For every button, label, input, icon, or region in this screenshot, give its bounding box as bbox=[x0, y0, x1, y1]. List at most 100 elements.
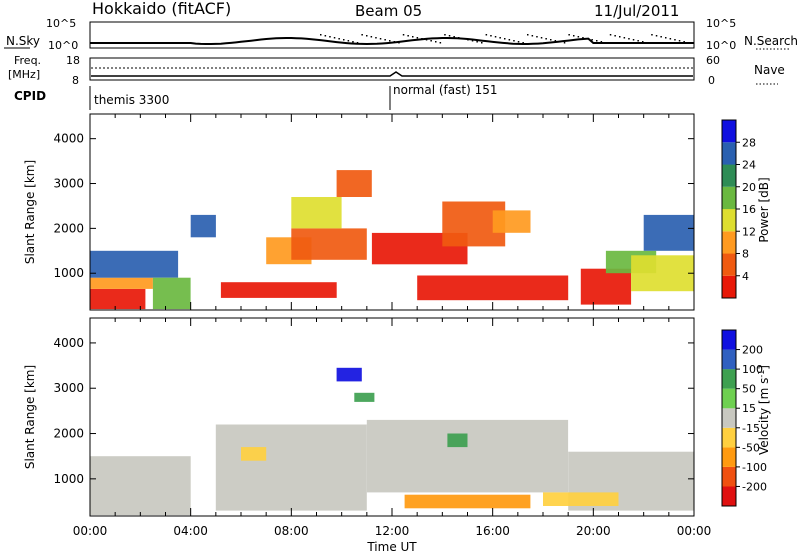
noise-search-dot-68 bbox=[632, 39, 635, 41]
velocity-colorbar: 200 100 50 15 -15 -50 -100 -200 Velocity [m s-1… bbox=[721, 329, 772, 507]
power-ytick-label-3: 4000 bbox=[53, 132, 84, 146]
velocity-panel: 1000 2000 3000 4000 Slant Range [km] bbox=[23, 317, 695, 517]
noise-search-dot-56 bbox=[577, 36, 580, 38]
velocity-cell-2 bbox=[366, 419, 569, 493]
power-y-ticks: 1000 2000 3000 4000 bbox=[53, 114, 695, 310]
noise-search-dot-21 bbox=[416, 37, 419, 39]
velocity-cell-7 bbox=[354, 392, 375, 402]
power-panel: 1000 2000 3000 4000 Slant Range [km] bbox=[23, 113, 695, 311]
velocity-colorbar-tick-label-6: -100 bbox=[742, 461, 767, 474]
velocity-data-cells bbox=[90, 367, 694, 516]
power-ytick-label-1: 2000 bbox=[53, 221, 84, 235]
noise-search-dot-33 bbox=[471, 40, 474, 42]
freq-right-tick-top: 60 bbox=[706, 54, 720, 67]
velocity-cell-0 bbox=[90, 456, 191, 516]
power-colorbar-swatch-7 bbox=[722, 120, 736, 143]
noise-search-dot-12 bbox=[375, 37, 377, 39]
noise-search-dot-74 bbox=[660, 36, 662, 38]
freq-panel-frame bbox=[89, 57, 695, 81]
power-colorbar-swatch-1 bbox=[722, 253, 736, 276]
velocity-ytick-label-1: 2000 bbox=[53, 427, 84, 441]
power-colorbar-swatch-5 bbox=[722, 164, 736, 187]
noise-search-dot-45 bbox=[527, 34, 529, 36]
noise-search-dot-60 bbox=[596, 40, 598, 42]
power-cell-9 bbox=[336, 170, 372, 197]
power-cell-0 bbox=[90, 288, 146, 310]
noise-search-dot-58 bbox=[586, 38, 589, 40]
nave-label: Nave bbox=[754, 63, 785, 77]
noise-search-dot-48 bbox=[540, 37, 543, 39]
noise-search-dot-17 bbox=[398, 42, 400, 44]
noise-search-dot-54 bbox=[568, 34, 570, 36]
power-colorbar-tick-label-2: 20 bbox=[742, 181, 756, 194]
noise-search-dot-43 bbox=[517, 41, 520, 43]
velocity-colorbar-swatch-5 bbox=[722, 388, 736, 409]
velocity-colorbar-swatch-6 bbox=[722, 369, 736, 389]
freq-label: Freq. bbox=[14, 54, 41, 67]
noise-search-dot-38 bbox=[494, 36, 497, 38]
freq-unit-label: [MHz] bbox=[8, 68, 40, 81]
power-colorbar-label: Power [dB] bbox=[757, 177, 771, 242]
power-ytick-label-2: 3000 bbox=[53, 177, 84, 191]
power-cell-11 bbox=[417, 275, 569, 301]
cpid-segment-2: normal (fast) 151 bbox=[393, 83, 497, 97]
noise-search-dot-28 bbox=[448, 35, 451, 37]
noise-search-dot-65 bbox=[619, 36, 621, 38]
velocity-colorbar-tick-label-2: 50 bbox=[742, 383, 756, 396]
noise-search-dot-30 bbox=[458, 37, 460, 39]
noise-search-dot-20 bbox=[412, 36, 414, 38]
velocity-colorbar-frame bbox=[721, 329, 737, 507]
power-colorbar-tick-label-3: 16 bbox=[742, 203, 756, 216]
power-colorbar-swatch-6 bbox=[722, 142, 736, 165]
power-colorbar-ticks: 28 24 20 16 12 8 4 bbox=[736, 136, 756, 283]
power-cell-4 bbox=[190, 214, 216, 238]
freq-trace bbox=[91, 71, 693, 77]
plot-title: Hokkaido (fitACF) bbox=[92, 0, 231, 18]
noise-search-dot-27 bbox=[444, 34, 446, 36]
velocity-colorbar-swatch-0 bbox=[722, 486, 736, 506]
velocity-colorbar-swatches bbox=[721, 329, 737, 507]
time-tick-label-5: 20:00 bbox=[576, 524, 611, 538]
velocity-colorbar-label: Velocity [m s-1] bbox=[757, 365, 772, 455]
noise-search-dot-50 bbox=[550, 39, 552, 41]
noise-search-dot-67 bbox=[628, 38, 630, 40]
noise-search-dot-11 bbox=[370, 36, 373, 38]
noise-left-tick-bottom: 10^0 bbox=[48, 39, 78, 52]
noise-search-dot-7 bbox=[352, 41, 354, 43]
power-cell-7 bbox=[291, 228, 367, 260]
power-colorbar-swatch-3 bbox=[722, 209, 736, 232]
noise-search-dot-62 bbox=[605, 42, 607, 44]
velocity-cell-9 bbox=[241, 447, 267, 461]
noise-search-dot-9 bbox=[361, 34, 363, 36]
noise-search-dot-77 bbox=[674, 39, 676, 41]
noise-search-dot-16 bbox=[393, 41, 396, 43]
freq-panel: Freq. [MHz] 18 8 60 0 Nave bbox=[8, 54, 785, 87]
power-colorbar-swatch-2 bbox=[722, 231, 736, 254]
noise-search-dot-37 bbox=[490, 35, 492, 37]
noise-search-dot-19 bbox=[407, 35, 409, 37]
noise-search-dot-59 bbox=[591, 39, 593, 41]
noise-search-dot-18 bbox=[402, 34, 405, 36]
velocity-cell-6 bbox=[336, 367, 362, 382]
power-cell-5 bbox=[220, 282, 337, 298]
date-label: 11/Jul/2011 bbox=[594, 2, 679, 20]
power-cell-1 bbox=[90, 277, 153, 289]
power-cell-8 bbox=[291, 197, 342, 229]
time-tick-label-2: 08:00 bbox=[274, 524, 309, 538]
velocity-cell-8 bbox=[447, 433, 468, 448]
freq-left-tick-top: 18 bbox=[66, 54, 80, 67]
noise-search-dot-35 bbox=[481, 42, 483, 44]
noise-search-dot-70 bbox=[642, 41, 644, 43]
noise-search-dot-23 bbox=[425, 39, 428, 41]
power-ytick-label-0: 1000 bbox=[53, 266, 84, 280]
velocity-colorbar-label-sup: -1 bbox=[757, 370, 766, 378]
noise-search-dot-5 bbox=[343, 39, 345, 41]
power-cell-16 bbox=[631, 255, 694, 292]
noise-search-dot-64 bbox=[614, 35, 616, 37]
noise-search-dot-57 bbox=[582, 37, 584, 39]
noise-sky-label: N.Sky bbox=[6, 34, 40, 48]
noise-sky-trace bbox=[90, 37, 694, 46]
velocity-ytick-label-0: 1000 bbox=[53, 472, 84, 486]
